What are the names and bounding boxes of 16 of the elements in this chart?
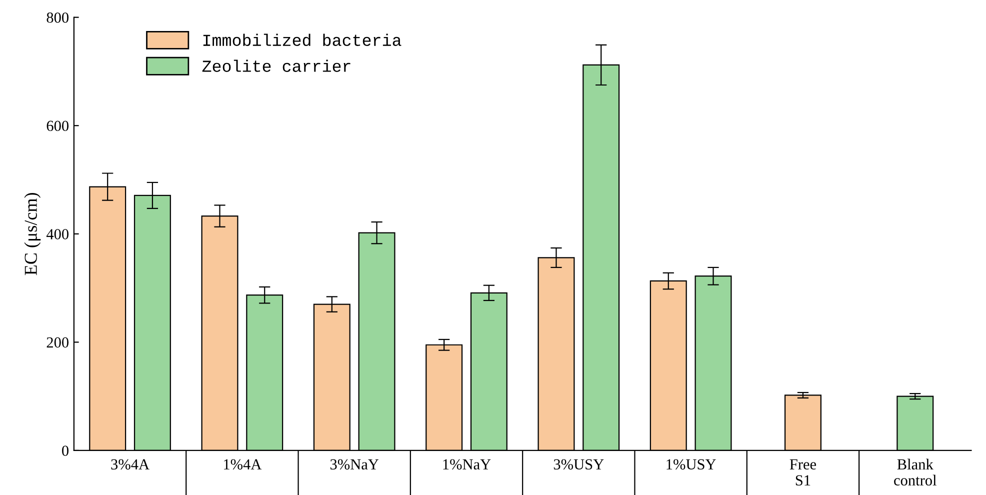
y-tick-label: 200 — [46, 337, 69, 348]
y-tick-label: 400 — [46, 229, 69, 240]
y-tick-label: 0 — [62, 446, 69, 456]
x-tick-label: 1%USY — [666, 459, 716, 470]
legend-label: Zeolite carrier — [202, 60, 350, 72]
x-tick-label: 1%4A — [224, 459, 262, 470]
y-tick-label: 800 — [46, 12, 69, 23]
x-tick-label: Free S1 — [790, 459, 816, 486]
x-tick-label: Blank control — [894, 458, 936, 486]
x-tick-label: 1%NaY — [443, 459, 491, 470]
legend-label: Immobilized bacteria — [203, 34, 402, 46]
x-tick-label: 3%4A — [111, 459, 150, 470]
y-axis-title: EC (μs/cm) — [24, 192, 41, 276]
x-tick-label: 3%NaY — [330, 459, 379, 470]
y-tick-label: 600 — [46, 120, 69, 132]
x-tick-label: 3%USY — [554, 459, 604, 470]
